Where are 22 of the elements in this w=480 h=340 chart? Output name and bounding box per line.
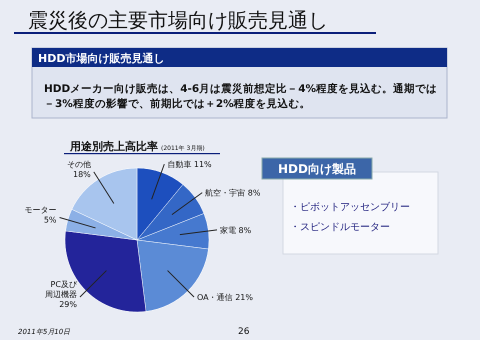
data-label: 5% (44, 216, 57, 224)
text: 26 (238, 327, 250, 337)
text: HDD市場向け販売見通し (38, 52, 164, 65)
slice-label: PC及び周辺機器 (44, 280, 78, 300)
data-label: 11% (194, 160, 212, 170)
text: HDD向け製品 (278, 162, 356, 176)
slice-label: 家電 (220, 226, 236, 235)
data-label: 18% (73, 170, 92, 179)
chart-title: 震災後の主要市場向け販売見通し (28, 8, 328, 32)
slice-label: その他 (66, 160, 91, 169)
data-label: 8% (238, 226, 252, 235)
data-label: 8% (248, 188, 260, 198)
slice-label: 自動車 (167, 160, 192, 170)
text: HDDメーカー向け販売は、4-6月は震災前想定比－4%程度を見込む。通期では－3%程度の影響で、前期比では＋2%程度を見込む。 (44, 82, 438, 110)
slice-label: モーター (24, 206, 57, 214)
slice-label: 航空・宇宙 (205, 188, 246, 198)
chart-subtitle: 用途別売上高比率 (70, 140, 158, 153)
data-label: 29% (59, 300, 78, 310)
text: ・ピボットアッセンブリー (290, 201, 410, 213)
slice-label: OA・通信 (197, 293, 233, 302)
data-label: 21% (235, 293, 253, 302)
text: ・スピンドルモーター (290, 222, 390, 233)
